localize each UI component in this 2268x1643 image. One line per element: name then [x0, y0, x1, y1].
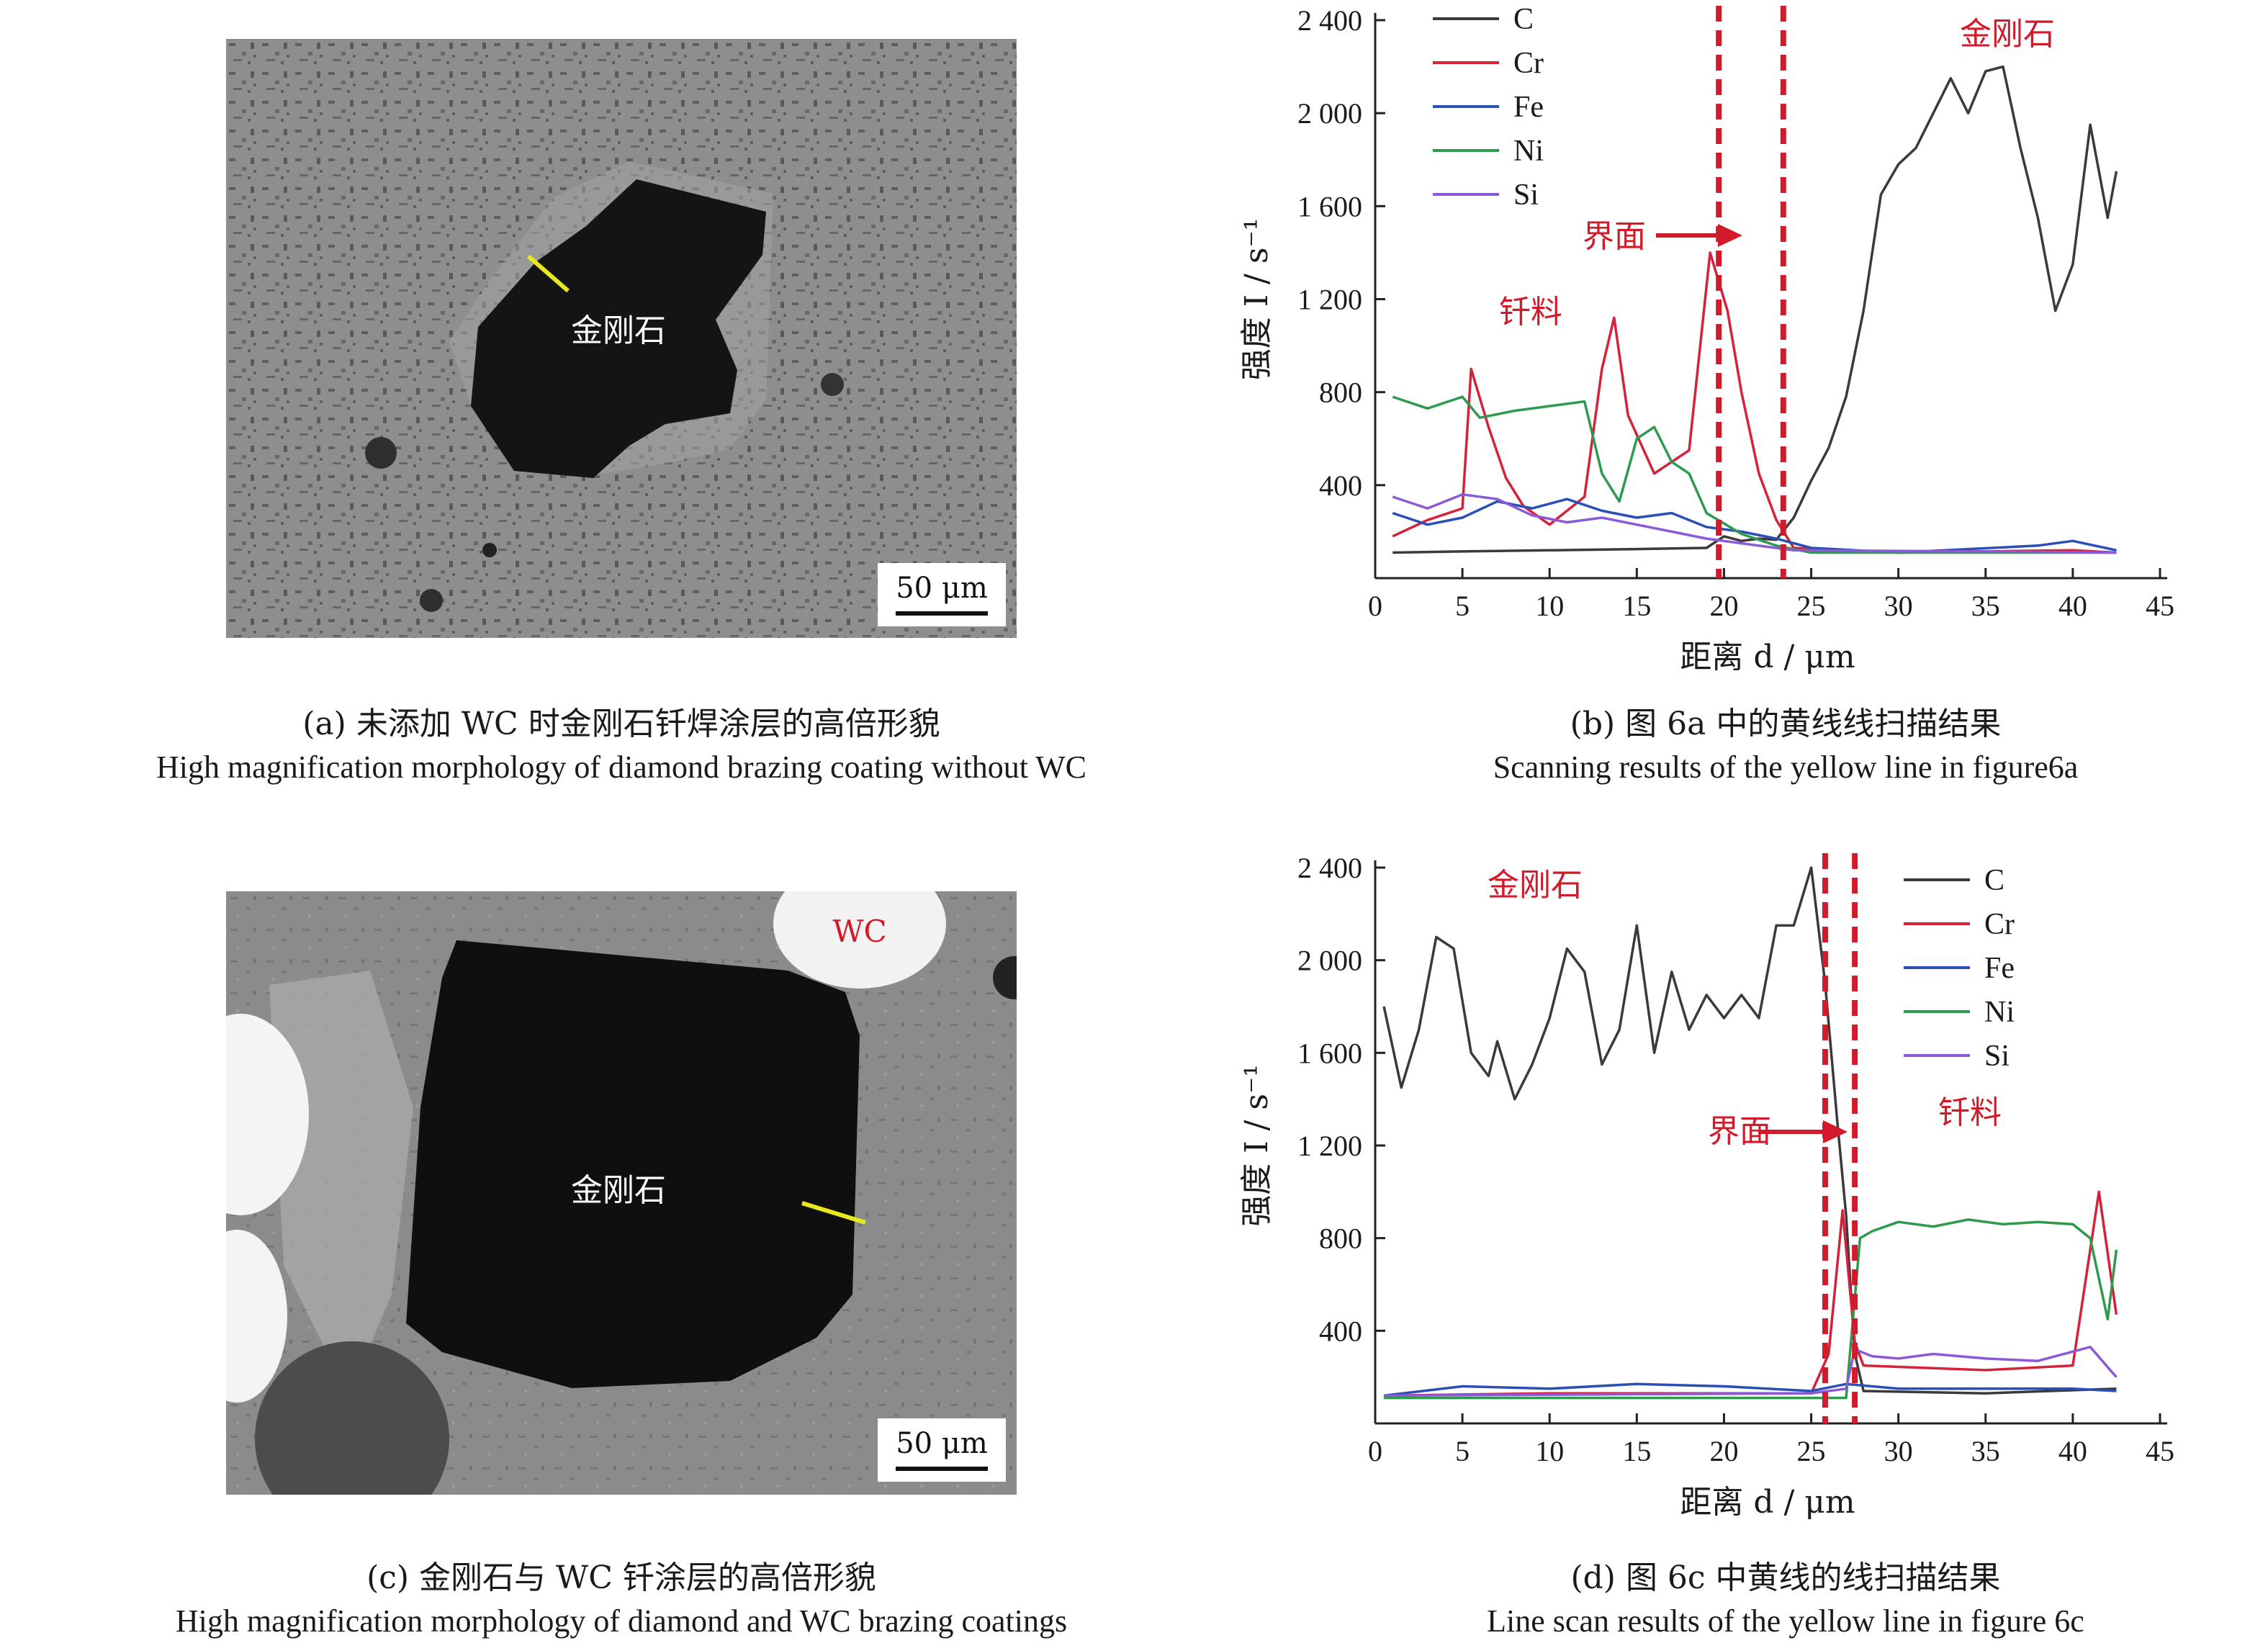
series-line-si: [1384, 1346, 2118, 1397]
x-tick-label: 10: [1535, 590, 1564, 622]
series-line-cr: [1384, 1190, 2118, 1397]
annotation-interface: 界面: [1583, 218, 1646, 255]
series-line-fe: [1383, 1382, 2117, 1397]
scale-bar-label: 50 μm: [896, 1427, 988, 1460]
legend-label-c: C: [1984, 864, 2004, 897]
wc-particle-left-1: [226, 1014, 309, 1215]
interface-arrow-head: [1718, 224, 1742, 247]
y-tick-label: 2 400: [1297, 4, 1362, 37]
annotation-filler: 钎料: [1499, 294, 1562, 330]
legend-label-ni: Ni: [1513, 135, 1544, 168]
interface-arrow-head: [1823, 1120, 1848, 1143]
x-tick-label: 0: [1368, 590, 1382, 622]
legend-label-si: Si: [1513, 179, 1539, 212]
y-tick-label: 400: [1319, 1315, 1362, 1347]
x-tick-label: 40: [2058, 1435, 2087, 1467]
series-line-c: [1382, 866, 2117, 1395]
x-tick-label: 45: [2146, 1435, 2174, 1467]
x-tick-label: 45: [2146, 590, 2174, 622]
y-tick-label: 800: [1319, 377, 1362, 409]
legend-label-ni: Ni: [1984, 996, 2015, 1029]
x-tick-label: 25: [1797, 1435, 1826, 1467]
x-tick-label: 15: [1622, 1435, 1651, 1467]
annotation-diamond: 金刚石: [1960, 16, 2055, 53]
sem-image-c: 金刚石 WC 50 μm: [226, 891, 1017, 1495]
chart-b: 0 5 10 15 20 25 30 35 40 45 400 800 1 200 1 600 2 000 2…: [0, 0, 2268, 720]
y-axis-label: 强度 I / s⁻¹: [1238, 218, 1275, 381]
y-axis-label: 强度 I / s⁻¹: [1238, 1064, 1275, 1227]
legend-label-c: C: [1513, 3, 1534, 36]
caption-a-en: High magnification morphology of diamond…: [156, 750, 1087, 785]
x-tick-label: 30: [1884, 1435, 1913, 1467]
x-tick-label: 35: [1971, 590, 2000, 622]
series-line-ni: [1392, 395, 2117, 554]
legend-label-fe: Fe: [1513, 91, 1544, 124]
scale-bar-box: [878, 563, 1006, 626]
caption-d-en: Line scan results of the yellow line in …: [1487, 1603, 2084, 1639]
x-tick-label: 25: [1797, 590, 1826, 622]
diamond-particle: [471, 179, 766, 478]
sem-image-a: 金刚石 50 μm: [226, 39, 1017, 638]
y-tick-label: 400: [1319, 469, 1362, 502]
caption-a-cn: (a) 未添加 WC 时金刚石钎焊涂层的高倍形貌: [302, 706, 940, 742]
x-axis-label: 距离 d / μm: [1680, 639, 1855, 675]
wc-particle-top: [773, 891, 946, 989]
label-diamond: 金刚石: [571, 1172, 666, 1209]
label-wc: WC: [832, 914, 886, 949]
x-tick-label: 20: [1709, 1435, 1738, 1467]
x-tick-label: 35: [1971, 1435, 2000, 1467]
yellow-scan-line: [801, 1201, 866, 1225]
x-tick-label: 20: [1709, 590, 1738, 622]
y-tick-label: 2 400: [1297, 852, 1362, 884]
x-tick-label: 0: [1368, 1435, 1382, 1467]
x-tick-label: 15: [1622, 590, 1651, 622]
legend-label-cr: Cr: [1513, 47, 1544, 80]
x-tick-label: 40: [2058, 590, 2087, 622]
scale-bar-label: 50 μm: [896, 572, 988, 605]
scale-bar-box: [878, 1418, 1006, 1482]
diamond-particle: [406, 940, 860, 1388]
x-tick-label: 30: [1884, 590, 1913, 622]
series-line-ni: [1384, 1218, 2118, 1400]
x-axis-label: 距离 d / μm: [1680, 1484, 1855, 1521]
legend-label-cr: Cr: [1984, 908, 2015, 941]
caption-b-cn: (b) 图 6a 中的黄线线扫描结果: [1570, 706, 2002, 742]
annotation-diamond: 金刚石: [1488, 867, 1583, 904]
y-tick-label: 2 000: [1297, 945, 1362, 977]
caption-c-cn: (c) 金刚石与 WC 钎涂层的高倍形貌: [366, 1559, 876, 1596]
y-tick-label: 1 200: [1297, 284, 1362, 316]
y-tick-label: 1 600: [1297, 190, 1362, 222]
x-tick-label: 5: [1455, 590, 1470, 622]
y-tick-label: 2 000: [1297, 97, 1362, 130]
dark-particle-bottom: [255, 1341, 449, 1495]
y-tick-label: 800: [1319, 1223, 1362, 1255]
caption-c-en: High magnification morphology of diamond…: [175, 1603, 1068, 1639]
caption-d-cn: (d) 图 6c 中黄线的线扫描结果: [1570, 1559, 2001, 1596]
wc-particle-left-2: [226, 1230, 287, 1403]
x-tick-label: 5: [1455, 1435, 1470, 1467]
legend-label-fe: Fe: [1984, 952, 2015, 985]
legend-label-si: Si: [1984, 1040, 2010, 1073]
x-tick-label: 10: [1535, 1435, 1564, 1467]
yellow-scan-line: [527, 254, 570, 293]
label-diamond: 金刚石: [571, 312, 666, 349]
caption-b-en: Scanning results of the yellow line in f…: [1493, 750, 2079, 785]
y-tick-label: 1 600: [1297, 1037, 1362, 1069]
annotation-filler: 钎料: [1938, 1094, 2002, 1131]
y-tick-label: 1 200: [1297, 1130, 1362, 1162]
